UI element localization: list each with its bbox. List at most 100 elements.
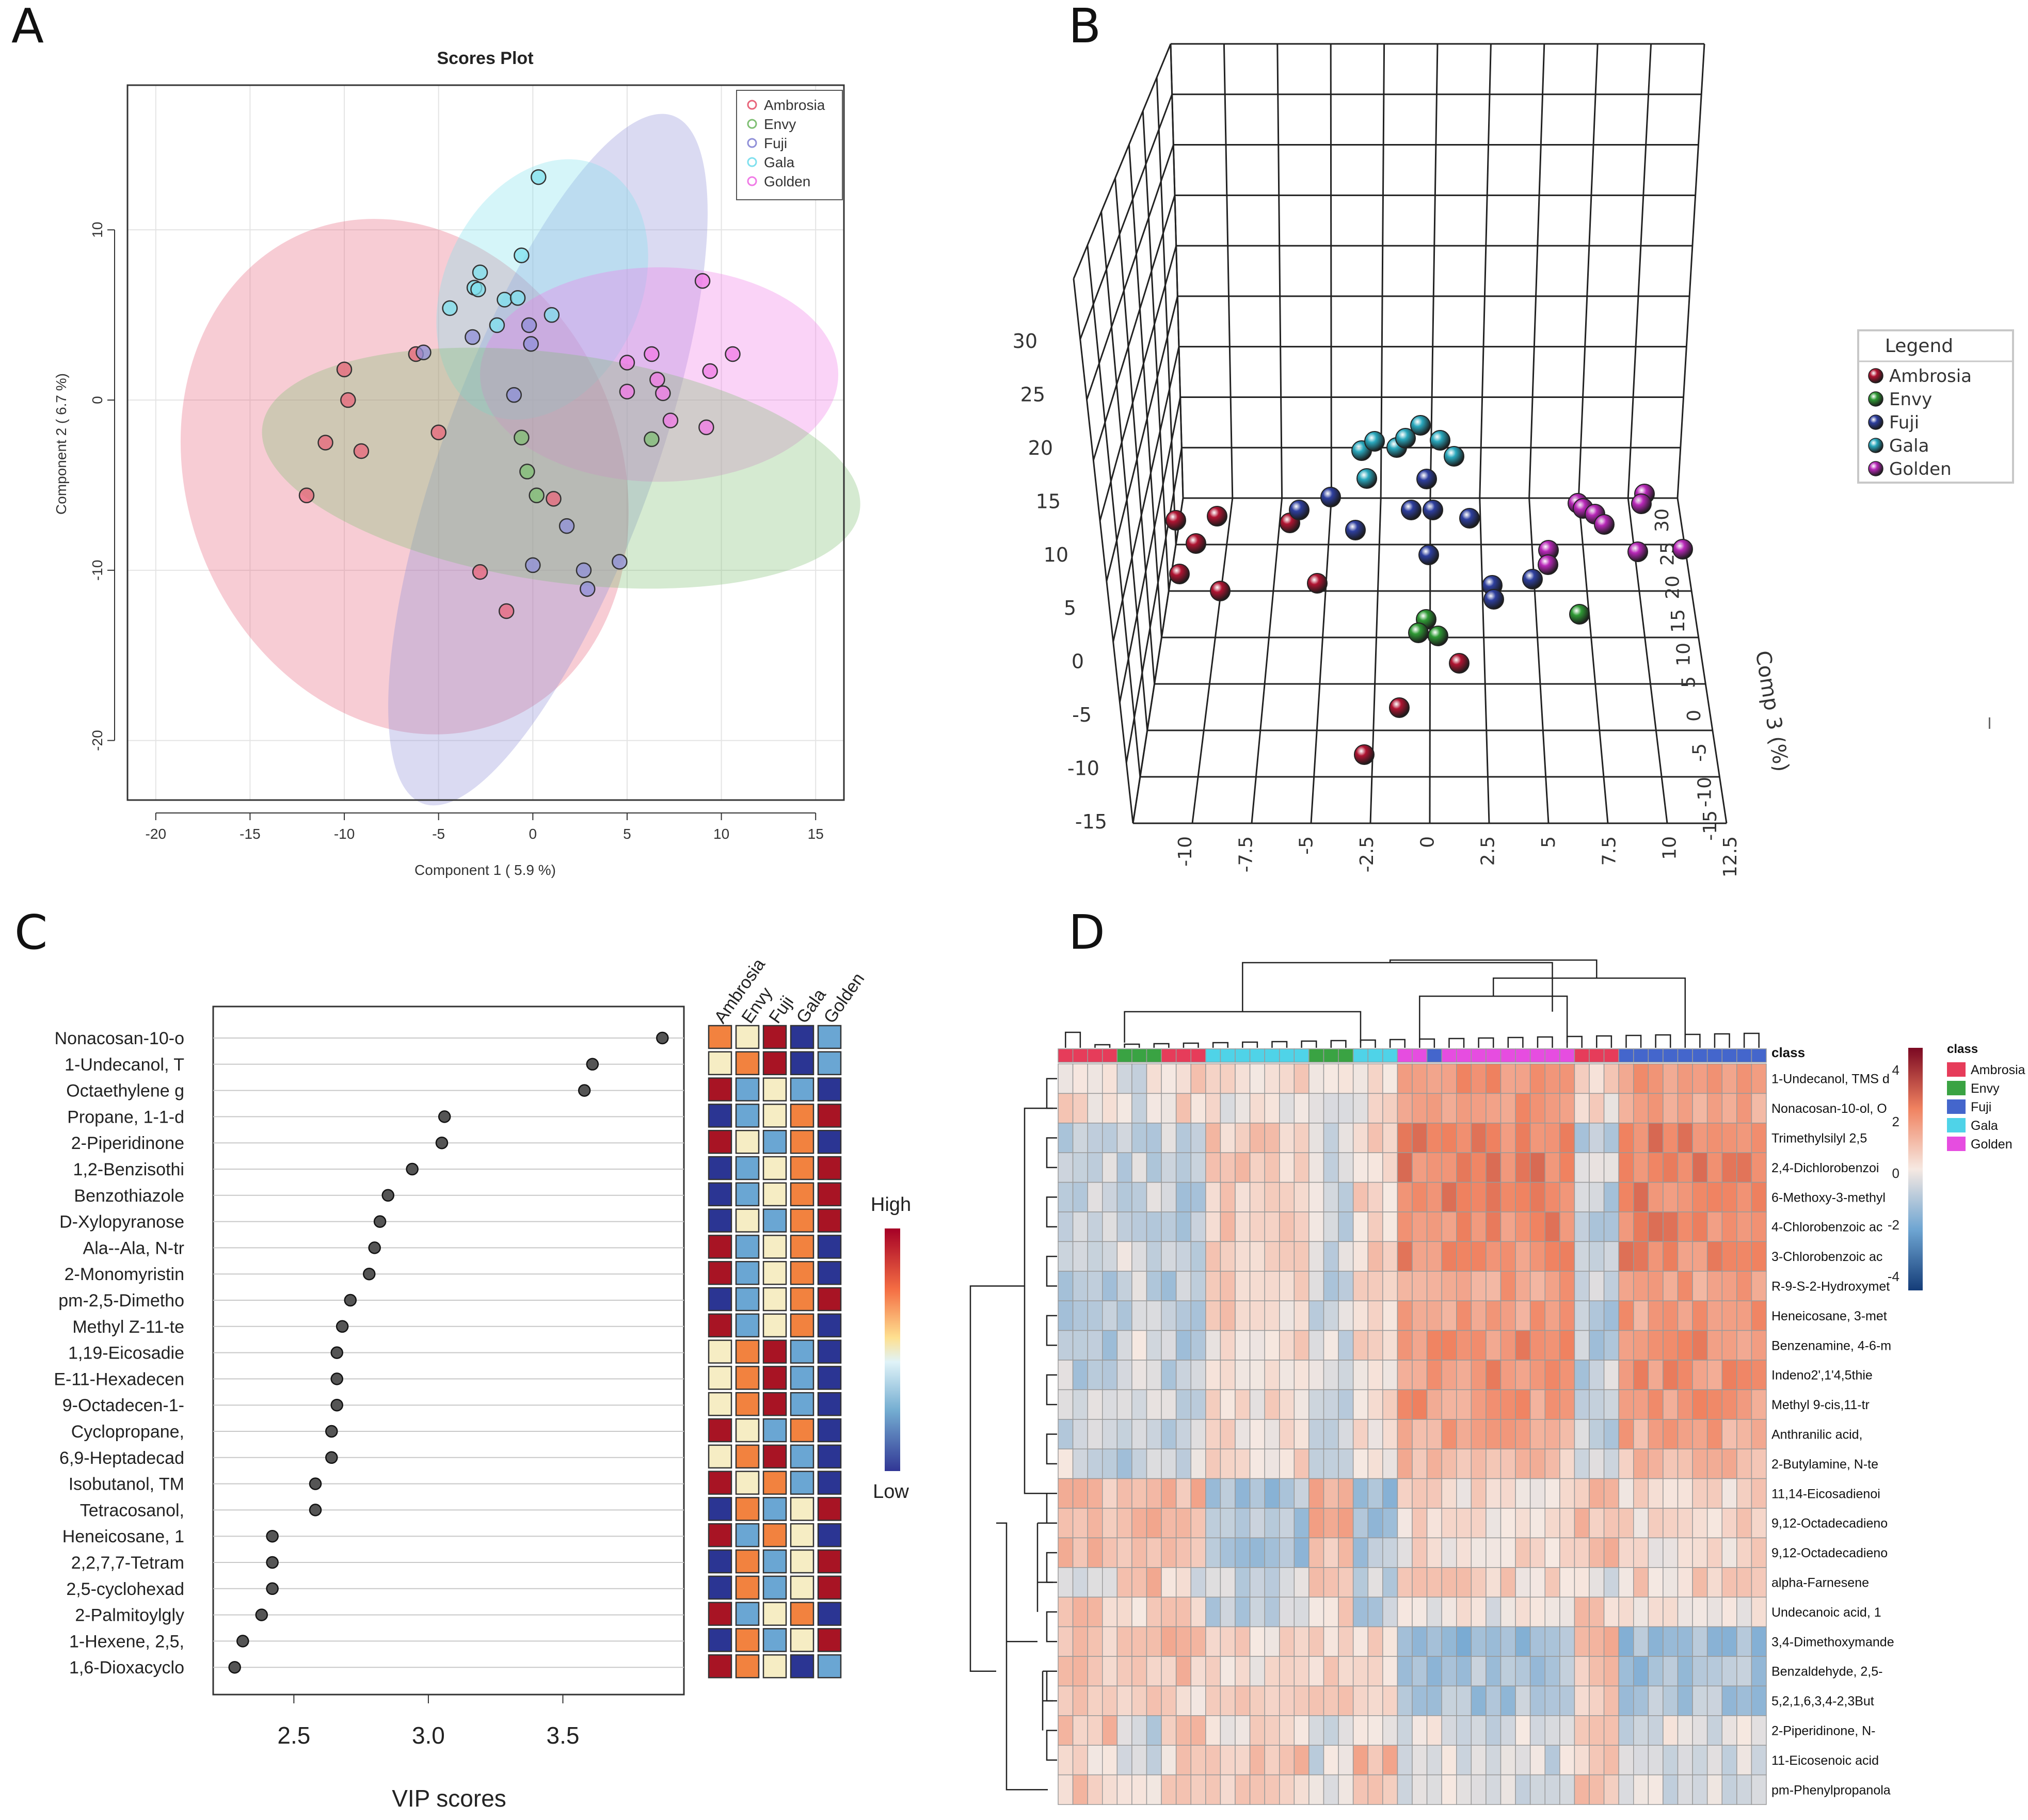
d-legend-title: class	[1947, 1042, 1978, 1056]
d-heat-cell	[1249, 1419, 1265, 1449]
b-z-tick-label: -5	[1072, 704, 1092, 726]
d-heat-cell	[1412, 1715, 1428, 1746]
d-heat-cell	[1072, 1211, 1088, 1242]
d-heat-cell	[1544, 1508, 1560, 1539]
d-heat-cell	[1220, 1063, 1236, 1094]
d-heat-cell	[1102, 1419, 1118, 1449]
d-heat-cell	[1500, 1685, 1516, 1716]
d-heat-cell	[1677, 1597, 1693, 1627]
c-rows: Nonacosan-10-o1-Undecanol, TOctaethylene…	[54, 1029, 684, 1749]
d-heat-cell	[1426, 1093, 1442, 1124]
a-ellipse-ambrosia	[180, 219, 629, 735]
d-heat-cell	[1486, 1537, 1502, 1568]
d-heat-cell	[1515, 1715, 1531, 1746]
d-heat-cell	[1249, 1745, 1265, 1776]
d-heat-cell	[1382, 1123, 1398, 1153]
d-heat-cell	[1648, 1656, 1664, 1687]
d-heat-cell	[1618, 1063, 1634, 1094]
d-heat-cell	[1529, 1537, 1546, 1568]
b-x-tick-label: 0	[1417, 836, 1438, 848]
d-heat-cell	[1706, 1478, 1723, 1509]
c-feature-label: Nonacosan-10-o	[55, 1029, 184, 1048]
d-heat-cell	[1486, 1241, 1502, 1272]
d-heat-cell	[1529, 1597, 1546, 1627]
b-point-ambrosia	[1389, 697, 1410, 718]
c-heat-cell	[817, 1104, 842, 1128]
d-heat-cell	[1072, 1656, 1088, 1687]
panel-d-heatmap: class 1-Undecanol, TMS dNonacosan-10-ol,…	[969, 959, 2025, 1805]
c-heat-cell	[708, 1392, 732, 1416]
d-heat-cell	[1589, 1537, 1605, 1568]
d-heat-cell	[1736, 1271, 1752, 1301]
d-heat-cell	[1456, 1419, 1472, 1449]
c-heat-cell	[762, 1549, 787, 1574]
d-heat-cell	[1220, 1241, 1236, 1272]
d-heat-cell	[1736, 1567, 1752, 1598]
b-grid-line	[1128, 144, 1162, 638]
a-point-gala	[497, 292, 513, 308]
d-heat-cell	[1559, 1330, 1575, 1361]
d-heat-cell	[1692, 1774, 1708, 1805]
c-heat-cell	[817, 1077, 842, 1101]
b-legend-marker-ambrosia	[1868, 368, 1883, 384]
d-heat-cell	[1751, 1685, 1767, 1716]
d-heat-cell	[1486, 1063, 1502, 1094]
d-heat-cell	[1544, 1597, 1560, 1627]
d-left-dendrogram-leaf	[1046, 1078, 1057, 1109]
b-grid-line	[1125, 447, 1183, 763]
d-heat-cell	[1751, 1271, 1767, 1301]
d-heat-cell	[1633, 1063, 1649, 1094]
d-heat-cell	[1058, 1211, 1074, 1242]
d-heat-cell	[1412, 1537, 1428, 1568]
d-heat-cell	[1235, 1478, 1251, 1509]
c-feature-label: 9-Octadecen-1-	[62, 1396, 184, 1415]
d-heat-cell	[1456, 1537, 1472, 1568]
a-y-tick-label: 0	[89, 396, 105, 404]
d-heat-cell	[1736, 1537, 1752, 1568]
d-heat-cell	[1087, 1685, 1103, 1716]
d-heat-cell	[1559, 1597, 1575, 1627]
d-heat-cell	[1338, 1330, 1354, 1361]
b-grid-line	[1073, 43, 1172, 279]
d-heat-cell	[1633, 1656, 1649, 1687]
d-legend-label-envy: Envy	[1971, 1081, 2000, 1096]
d-left-dendrogram-branch	[969, 1285, 1025, 1672]
d-heat-cell	[1146, 1271, 1162, 1301]
c-vip-point	[309, 1477, 322, 1490]
d-heat-cell	[1072, 1597, 1088, 1627]
d-heat-cell	[1663, 1774, 1679, 1805]
d-heat-cell	[1692, 1063, 1708, 1094]
d-heat-cell	[1146, 1389, 1162, 1420]
c-vip-point	[330, 1398, 343, 1412]
d-heat-cell	[1412, 1597, 1428, 1627]
d-heat-cell	[1515, 1152, 1531, 1183]
b-grid-line	[1479, 498, 1490, 824]
d-heat-cell	[1751, 1537, 1767, 1568]
d-heat-cell	[1633, 1271, 1649, 1301]
d-heat-cell	[1131, 1271, 1147, 1301]
d-class-cell	[1220, 1048, 1236, 1063]
c-feature-label: 2,2,7,7-Tetram	[71, 1553, 184, 1573]
c-feature-label: pm-2,5-Dimetho	[58, 1291, 184, 1311]
d-heat-cell	[1161, 1537, 1177, 1568]
d-heat-cell	[1308, 1330, 1324, 1361]
c-vip-point	[266, 1556, 279, 1569]
b-point-golden	[1627, 541, 1648, 562]
d-heat-cell	[1618, 1715, 1634, 1746]
d-heat-cell	[1308, 1360, 1324, 1391]
d-heat-cell	[1751, 1567, 1767, 1598]
c-heat-cell	[817, 1260, 842, 1285]
d-heat-cell	[1146, 1063, 1162, 1094]
d-heat-cell	[1294, 1211, 1310, 1242]
b-grid-line	[1310, 498, 1332, 824]
d-heat-cell	[1323, 1656, 1339, 1687]
d-heat-cell	[1382, 1093, 1398, 1124]
c-heat-cell	[708, 1575, 732, 1600]
d-heat-cell	[1471, 1241, 1487, 1272]
d-class-cell	[1471, 1048, 1487, 1063]
c-heat-cell	[817, 1235, 842, 1259]
d-heat-cell	[1426, 1271, 1442, 1301]
d-heat-cell	[1529, 1685, 1546, 1716]
d-heat-cell	[1205, 1360, 1221, 1391]
d-heat-cell	[1058, 1508, 1074, 1539]
